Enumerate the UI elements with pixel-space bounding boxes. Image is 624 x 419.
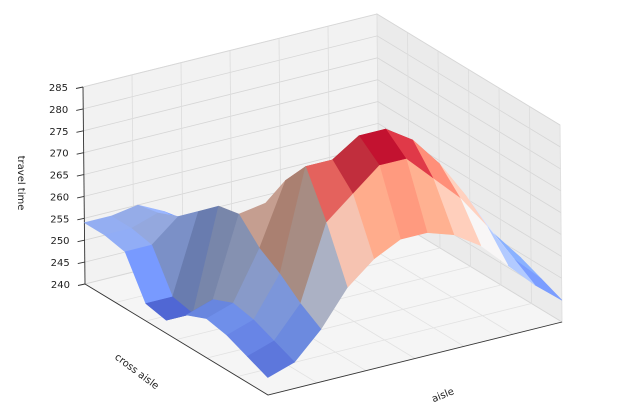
- z-tick-label: 265: [50, 171, 69, 182]
- z-tick-mark: [77, 283, 86, 286]
- y-axis-label: cross aisle: [112, 352, 160, 392]
- z-tick-label: 285: [49, 83, 68, 94]
- z-tick-mark: [77, 196, 85, 199]
- axis-edges: [82, 86, 563, 396]
- x-axis-label: aisle: [430, 386, 455, 405]
- z-axis-ticks: 240 245 250 255 260 265 270 275 280 285: [49, 83, 86, 291]
- z-tick-label: 275: [49, 127, 68, 138]
- z-tick-mark: [76, 152, 84, 155]
- z-tick-mark: [76, 130, 84, 133]
- z-tick-label: 250: [50, 236, 69, 247]
- floor-edge: [84, 283, 563, 396]
- z-tick-mark: [77, 239, 85, 243]
- z-axis-line: [82, 86, 86, 285]
- z-tick-mark: [76, 174, 84, 177]
- z-axis-label: travel time: [15, 156, 26, 211]
- surface-face: [247, 340, 295, 378]
- z-tick-label: 280: [49, 105, 68, 116]
- z-tick-label: 255: [50, 214, 69, 225]
- surface-mesh: [84, 128, 563, 378]
- z-tick-mark: [76, 108, 84, 111]
- z-tick-mark: [77, 261, 85, 265]
- z-tick-mark: [75, 86, 84, 89]
- z-tick-mark: [77, 217, 85, 221]
- z-tick-label: 245: [51, 258, 70, 269]
- z-tick-label: 240: [51, 280, 70, 291]
- z-tick-label: 270: [50, 149, 69, 160]
- z-tick-label: 260: [50, 192, 69, 203]
